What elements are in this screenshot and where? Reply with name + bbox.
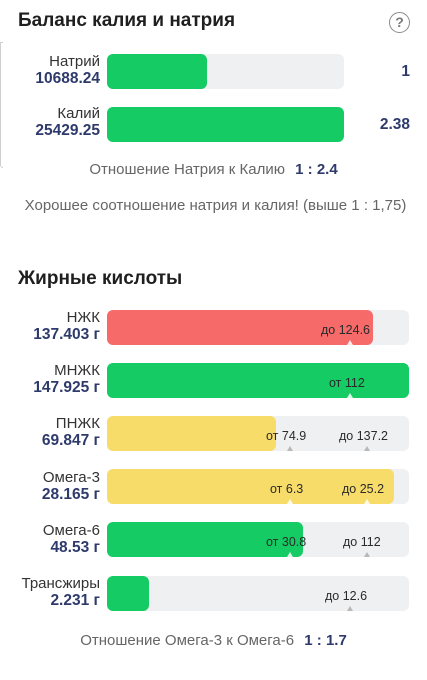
trans-fat-name: Трансжиры — [21, 575, 101, 592]
mufa-bar: от 112 — [107, 363, 409, 398]
sfa-max-label: до 124.6 — [321, 323, 370, 337]
sodium-potassium-ratio-value: 1 : 2.4 — [295, 161, 338, 178]
trans-fat-fill — [107, 576, 150, 611]
omega3-name: Омега-3 — [42, 469, 100, 486]
sfa-value: 137.403 г — [33, 326, 100, 343]
omega6-bar: от 30.8 до 112 — [107, 522, 409, 557]
sfa-name: НЖК — [66, 309, 100, 326]
sodium-bar — [107, 54, 344, 89]
help-icon[interactable]: ? — [389, 12, 410, 33]
sodium-value: 10688.24 — [35, 70, 100, 87]
trans-fat-value: 2.231 г — [50, 592, 100, 609]
mufa-value: 147.925 г — [33, 379, 100, 396]
fats-section-title: Жирные кислоты — [18, 268, 183, 289]
balance-note: Хорошее соотношение натрия и калия! (выш… — [24, 197, 407, 214]
pufa-max-label: до 137.2 — [339, 429, 388, 443]
sfa-fill — [107, 310, 373, 345]
sfa-max-tick — [347, 340, 353, 345]
mufa-fill — [107, 363, 409, 398]
omega3-label: Омега-3 28.165 г — [0, 469, 100, 504]
potassium-label: Калий 25429.25 — [0, 105, 100, 140]
potassium-fill — [107, 107, 344, 142]
card-edge — [0, 42, 3, 168]
omega-ratio-label: Отношение Омега-3 к Омега-6 — [80, 632, 295, 649]
sodium-name: Натрий — [49, 53, 100, 70]
trans-fat-bar: до 12.6 — [107, 576, 409, 611]
omega6-name: Омега-6 — [42, 522, 100, 539]
pufa-label: ПНЖК 69.847 г — [0, 415, 100, 450]
omega3-bar: от 6.3 до 25.2 — [107, 469, 409, 504]
pufa-min-label: от 74.9 — [266, 429, 307, 443]
mufa-min-label: от 112 — [329, 376, 365, 390]
sodium-potassium-ratio-label: Отношение Натрия к Калию — [89, 161, 285, 178]
trans-fat-label: Трансжиры 2.231 г — [0, 575, 101, 610]
omega3-fill — [107, 469, 394, 504]
sodium-label: Натрий 10688.24 — [0, 53, 100, 88]
sfa-label: НЖК 137.403 г — [0, 309, 100, 344]
mufa-min-tick — [347, 393, 353, 398]
omega-ratio-value: 1 : 1.7 — [304, 632, 347, 649]
potassium-bar — [107, 107, 344, 142]
potassium-name: Калий — [57, 105, 100, 122]
omega6-min-label: от 30.8 — [266, 535, 307, 549]
pufa-min-tick — [287, 446, 293, 451]
sodium-fill — [107, 54, 207, 89]
omega3-value: 28.165 г — [41, 486, 100, 503]
potassium-ratio: 2.38 — [379, 116, 410, 133]
omega3-min-tick — [287, 499, 293, 504]
pufa-name: ПНЖК — [55, 415, 100, 432]
potassium-value: 25429.25 — [35, 122, 100, 139]
omega6-min-tick — [287, 552, 293, 557]
balance-section-title: Баланс калия и натрия — [18, 10, 236, 31]
pufa-max-tick — [364, 446, 370, 451]
omega6-fill — [107, 522, 304, 557]
pufa-value: 69.847 г — [41, 432, 100, 449]
sodium-ratio: 1 — [401, 63, 410, 80]
mufa-label: МНЖК 147.925 г — [0, 362, 100, 397]
pufa-fill — [107, 416, 277, 451]
omega3-min-label: от 6.3 — [270, 482, 304, 496]
pufa-bar: от 74.9 до 137.2 — [107, 416, 409, 451]
omega6-value: 48.53 г — [50, 539, 100, 556]
omega6-max-tick — [364, 552, 370, 557]
omega3-max-tick — [364, 499, 370, 504]
sfa-bar: до 124.6 — [107, 310, 409, 345]
omega-ratio: Отношение Омега-3 к Омега-6 1 : 1.7 — [0, 632, 427, 649]
omega6-label: Омега-6 48.53 г — [0, 522, 100, 557]
trans-fat-max-tick — [347, 606, 353, 611]
sodium-potassium-ratio: Отношение Натрия к Калию 1 : 2.4 — [0, 161, 427, 178]
omega6-max-label: до 112 — [343, 535, 381, 549]
omega3-max-label: до 25.2 — [342, 482, 385, 496]
trans-fat-max-label: до 12.6 — [325, 589, 368, 603]
mufa-name: МНЖК — [54, 362, 100, 379]
